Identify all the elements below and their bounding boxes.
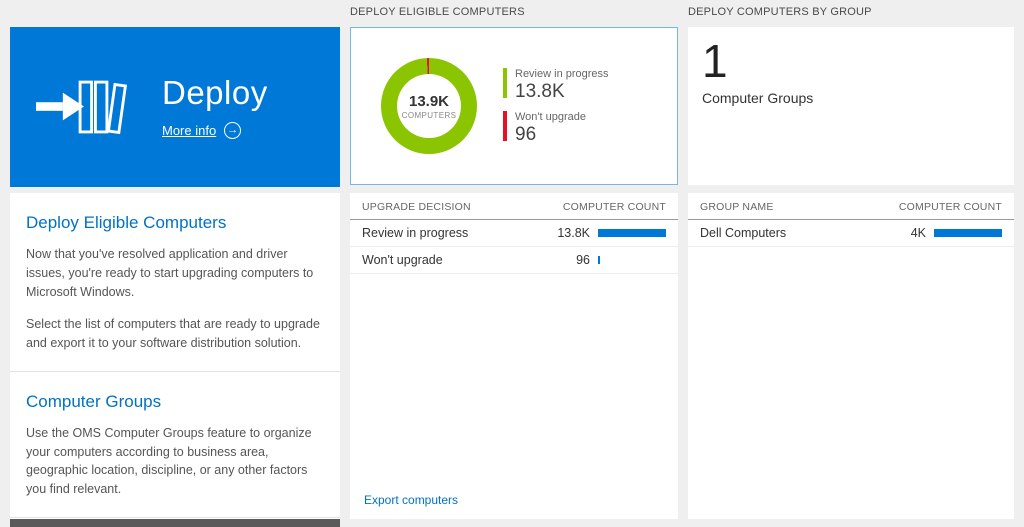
deploy-computers-by-group-column: DEPLOY COMPUTERS BY GROUP 1 Computer Gro… <box>688 0 1014 519</box>
row-value: 4K <box>910 226 926 240</box>
table-header-row: UPGRADE DECISION COMPUTER COUNT <box>350 193 678 220</box>
legend-label: Won't upgrade <box>515 111 587 123</box>
table-header-row: GROUP NAME COMPUTER COUNT <box>688 193 1014 220</box>
legend-label: Review in progress <box>515 68 609 80</box>
computer-groups-summary-card[interactable]: 1 Computer Groups <box>688 27 1014 185</box>
group-count-value: 1 <box>702 35 728 87</box>
legend-swatch-green <box>503 68 507 98</box>
row-label: Dell Computers <box>700 226 787 240</box>
legend-value: 13.8K <box>515 81 565 102</box>
deploy-books-arrow-icon <box>36 76 128 138</box>
column-header-computer-count: COMPUTER COUNT <box>898 201 1002 213</box>
deploy-eligible-computers-column: DEPLOY ELIGIBLE COMPUTERS 13.9K COMPUTER… <box>350 0 678 519</box>
donut-center-label: COMPUTERS <box>401 110 457 120</box>
donut-center: 13.9K COMPUTERS <box>397 74 461 138</box>
deploy-overview-column: Deploy More info → Deploy Eligible Compu… <box>10 27 340 527</box>
deploy-description-panel: Deploy Eligible Computers Now that you'v… <box>10 193 340 519</box>
donut-legend: Review in progress 13.8K Won't upgrade 9… <box>503 68 609 144</box>
row-label: Review in progress <box>362 226 469 240</box>
row-bar-fill <box>598 256 601 264</box>
legend-value: 96 <box>515 124 537 145</box>
tile-title: Deploy <box>162 74 268 111</box>
export-computers-link[interactable]: Export computers <box>364 493 459 507</box>
upgrade-decision-table: UPGRADE DECISION COMPUTER COUNT Review i… <box>350 193 678 519</box>
deploy-tile[interactable]: Deploy More info → <box>10 27 340 187</box>
section-deploy-eligible-computers: Deploy Eligible Computers Now that you'v… <box>10 193 340 372</box>
group-count-label: Computer Groups <box>702 89 814 106</box>
donut-center-value: 13.9K <box>408 92 450 110</box>
column-header-upgrade-decision: UPGRADE DECISION <box>362 201 471 213</box>
section-paragraph: Now that you've resolved application and… <box>26 247 314 299</box>
table-row[interactable]: Review in progress 13.8K <box>350 220 678 247</box>
group-table: GROUP NAME COMPUTER COUNT Dell Computers… <box>688 193 1014 519</box>
table-row[interactable]: Dell Computers 4K <box>688 220 1014 247</box>
section-heading: Deploy Eligible Computers <box>26 213 227 232</box>
row-bar-fill <box>598 229 666 237</box>
column-header-group-name: GROUP NAME <box>700 201 774 213</box>
donut-ring: 13.9K COMPUTERS <box>381 58 477 154</box>
section-computer-groups: Computer Groups Use the OMS Computer Gro… <box>10 372 340 518</box>
legend-swatch-red <box>503 111 507 141</box>
arrow-right-circle-icon: → <box>224 122 242 139</box>
row-bar-fill <box>934 229 1002 237</box>
row-bar-track <box>598 229 666 237</box>
section-paragraph: Use the OMS Computer Groups feature to o… <box>26 425 312 496</box>
column-header-computer-count: COMPUTER COUNT <box>562 201 666 213</box>
section-heading: Computer Groups <box>26 391 162 411</box>
legend-item-wont-upgrade[interactable]: Won't upgrade 96 <box>503 111 609 144</box>
legend-item-review-in-progress[interactable]: Review in progress 13.8K <box>503 68 609 101</box>
row-value: 96 <box>576 253 590 267</box>
horizontal-scrollbar[interactable] <box>10 519 340 527</box>
column-header-deploy-eligible: DEPLOY ELIGIBLE COMPUTERS <box>350 6 525 18</box>
section-paragraph: Select the list of computers that are re… <box>26 317 320 350</box>
column-header-deploy-by-group: DEPLOY COMPUTERS BY GROUP <box>688 6 872 18</box>
row-value: 13.8K <box>557 226 590 240</box>
more-info-link[interactable]: More info → <box>162 122 242 139</box>
row-bar-track <box>598 256 666 264</box>
more-info-label: More info <box>162 123 217 138</box>
row-bar-track <box>934 229 1002 237</box>
deploy-tile-text: Deploy More info → <box>162 74 268 140</box>
table-row[interactable]: Won't upgrade 96 <box>350 247 678 274</box>
row-label: Won't upgrade <box>362 253 443 267</box>
eligible-computers-chart-card[interactable]: 13.9K COMPUTERS Review in progress 13.8K… <box>350 27 678 185</box>
